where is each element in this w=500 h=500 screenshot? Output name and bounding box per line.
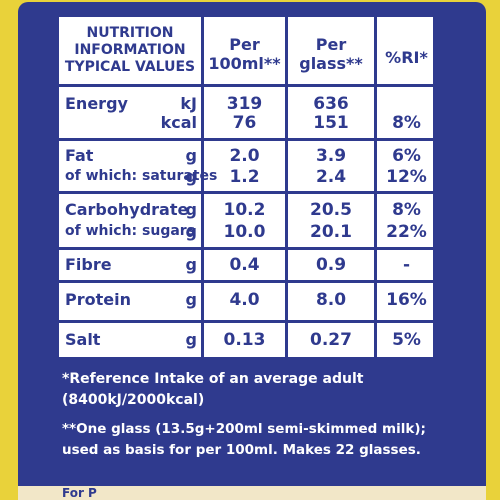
unit-kj: kJ xyxy=(180,94,197,113)
sugars-per100: 10.0 xyxy=(223,222,266,242)
footnote-glass-definition: **One glass (13.5g+200ml semi-skimmed mi… xyxy=(62,421,426,437)
protein-per100: 4.0 xyxy=(229,290,260,310)
protein-ri: 16% xyxy=(386,290,427,310)
header-ri: %RI* xyxy=(385,48,428,67)
carb-ri: 8% xyxy=(392,200,421,220)
bottom-strip xyxy=(18,486,486,500)
sugars-ri: 22% xyxy=(386,222,427,242)
salt-ri: 5% xyxy=(392,330,421,350)
row-label-salt: Salt xyxy=(65,330,101,349)
fat-ri: 6% xyxy=(392,146,421,166)
row-sublabel-sugars: of which: sugars xyxy=(65,223,196,239)
energy-kcal-perglass: 151 xyxy=(313,113,349,133)
unit-g: g xyxy=(185,330,197,349)
saturates-ri: 12% xyxy=(386,167,427,187)
header-nutrition-info: NUTRITION INFORMATION TYPICAL VALUES xyxy=(64,25,196,75)
energy-kj-perglass: 636 xyxy=(313,94,349,114)
unit-g: g xyxy=(185,167,197,186)
fibre-ri: - xyxy=(402,255,411,275)
row-divider xyxy=(59,191,433,194)
carb-per100: 10.2 xyxy=(223,200,266,220)
column-divider xyxy=(285,17,288,357)
sugars-perglass: 20.1 xyxy=(310,222,352,242)
fat-per100: 2.0 xyxy=(229,146,260,166)
energy-kj-per100: 319 xyxy=(226,94,263,114)
row-divider xyxy=(59,84,433,87)
saturates-per100: 1.2 xyxy=(229,167,260,187)
unit-g: g xyxy=(185,290,197,309)
header-per-100ml: Per 100ml** xyxy=(208,35,281,73)
row-divider xyxy=(59,138,433,141)
fibre-per100: 0.4 xyxy=(229,255,260,275)
unit-g: g xyxy=(185,255,197,274)
row-label-fibre: Fibre xyxy=(65,255,112,274)
unit-g: g xyxy=(185,200,197,219)
protein-perglass: 8.0 xyxy=(315,290,347,310)
row-divider xyxy=(59,320,433,323)
row-label-fat: Fat xyxy=(65,146,94,165)
energy-kcal-per100: 76 xyxy=(232,113,257,133)
footnote-reference-intake: *Reference Intake of an average adult xyxy=(62,371,364,387)
footnote-reference-values: (8400kJ/2000kcal) xyxy=(62,392,205,408)
row-label-carbohydrate: Carbohydrate xyxy=(65,200,189,219)
row-divider xyxy=(59,247,433,250)
column-divider xyxy=(201,17,204,357)
salt-per100: 0.13 xyxy=(223,330,266,350)
carb-perglass: 20.5 xyxy=(310,200,352,220)
fibre-perglass: 0.9 xyxy=(315,255,347,275)
energy-ri: 8% xyxy=(392,113,421,133)
nutrition-table: NUTRITION INFORMATION TYPICAL VALUES Per… xyxy=(56,14,436,360)
header-per-glass: Per glass** xyxy=(299,35,363,73)
salt-perglass: 0.27 xyxy=(310,330,352,350)
bottom-strip-text: For P xyxy=(62,486,97,500)
row-label-energy: Energy xyxy=(65,94,128,113)
unit-g: g xyxy=(185,222,197,241)
footnote-basis: used as basis for per 100ml. Makes 22 gl… xyxy=(62,442,421,458)
saturates-perglass: 2.4 xyxy=(315,167,347,187)
row-label-protein: Protein xyxy=(65,290,131,309)
unit-g: g xyxy=(185,146,197,165)
row-sublabel-saturates: of which: saturates xyxy=(65,168,218,184)
unit-kcal: kcal xyxy=(160,113,197,132)
column-divider xyxy=(374,17,377,357)
fat-perglass: 3.9 xyxy=(315,146,347,166)
row-divider xyxy=(59,280,433,283)
